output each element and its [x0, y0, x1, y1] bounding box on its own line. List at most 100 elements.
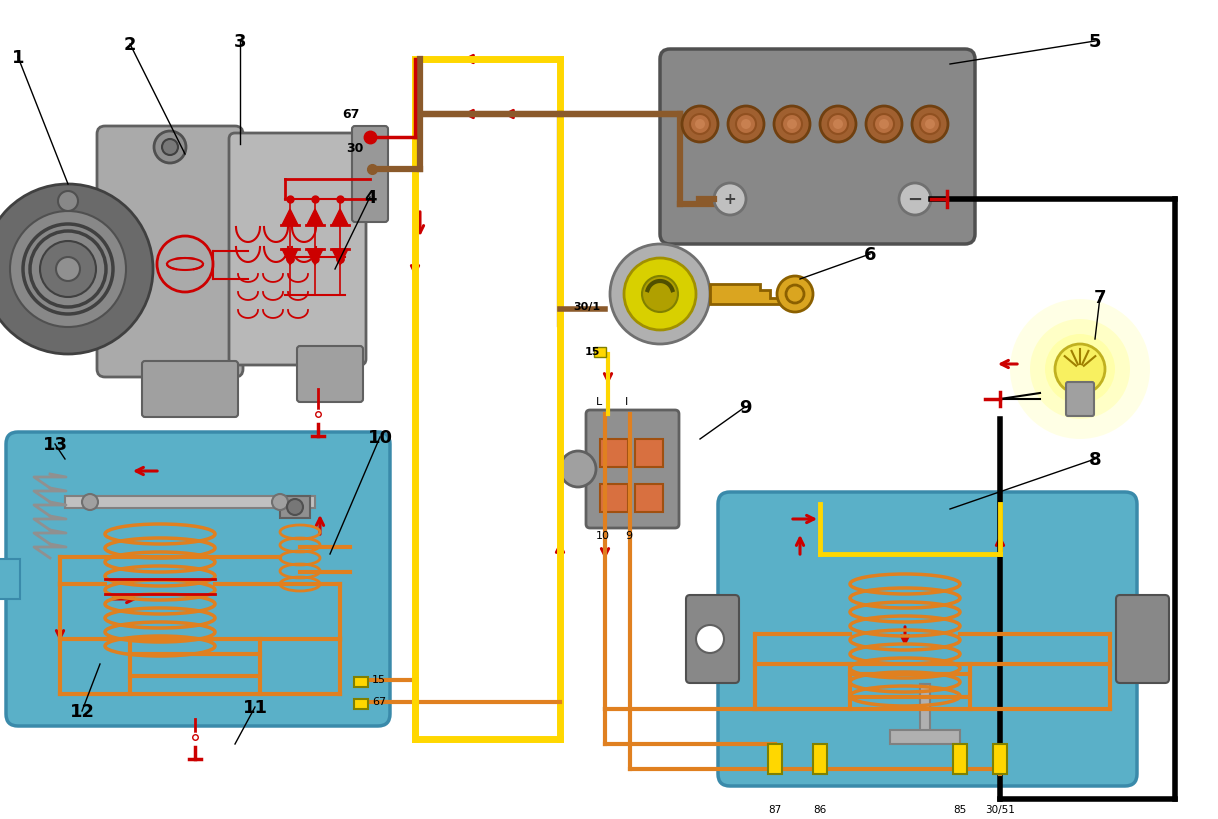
Circle shape [10, 212, 125, 328]
FancyBboxPatch shape [1066, 382, 1094, 417]
Text: 30/51: 30/51 [985, 804, 1015, 814]
Circle shape [40, 242, 96, 297]
Bar [600, 484, 628, 513]
Circle shape [777, 277, 812, 313]
Text: 9: 9 [739, 399, 752, 417]
Circle shape [272, 495, 287, 510]
Circle shape [782, 115, 801, 135]
Text: L: L [596, 396, 602, 406]
Circle shape [695, 625, 723, 654]
Circle shape [56, 258, 80, 282]
Text: 13: 13 [43, 436, 67, 454]
FancyBboxPatch shape [717, 492, 1136, 786]
Bar [280, 496, 311, 518]
Bar [0, 559, 19, 600]
Circle shape [1010, 300, 1150, 440]
FancyBboxPatch shape [660, 50, 974, 245]
FancyBboxPatch shape [586, 410, 678, 528]
Text: 8: 8 [1089, 450, 1101, 468]
Text: +: + [723, 192, 737, 207]
Circle shape [833, 120, 843, 130]
Text: −: − [907, 191, 922, 209]
Text: 10: 10 [368, 428, 392, 446]
Circle shape [691, 115, 710, 135]
FancyBboxPatch shape [1116, 595, 1169, 683]
Bar [890, 730, 960, 744]
Circle shape [1030, 319, 1130, 419]
Circle shape [58, 192, 78, 212]
Text: 30: 30 [347, 142, 364, 155]
Circle shape [82, 495, 97, 510]
Text: 87: 87 [769, 804, 782, 814]
Text: 12: 12 [69, 702, 95, 720]
Circle shape [682, 106, 717, 143]
Text: 67: 67 [342, 108, 361, 121]
Polygon shape [307, 250, 323, 265]
Text: 9: 9 [625, 531, 632, 541]
Circle shape [866, 106, 903, 143]
Bar [769, 744, 782, 774]
Bar [993, 744, 1007, 774]
Circle shape [642, 277, 678, 313]
Text: 6: 6 [864, 246, 876, 264]
Circle shape [912, 106, 948, 143]
Circle shape [695, 120, 705, 130]
Circle shape [828, 115, 848, 135]
Polygon shape [283, 250, 298, 265]
Bar [354, 677, 368, 687]
Bar [952, 744, 967, 774]
Circle shape [736, 115, 756, 135]
Text: 30/1: 30/1 [572, 301, 600, 311]
Circle shape [741, 120, 752, 130]
Text: 4: 4 [364, 188, 376, 206]
Circle shape [162, 140, 178, 156]
Bar [354, 699, 368, 709]
Circle shape [924, 120, 935, 130]
Polygon shape [283, 210, 298, 226]
Bar [635, 484, 663, 513]
Text: 7: 7 [1094, 288, 1106, 306]
Bar [594, 347, 607, 358]
Circle shape [787, 120, 797, 130]
Polygon shape [307, 210, 323, 226]
Circle shape [0, 185, 153, 355]
Polygon shape [333, 250, 348, 265]
Text: 5: 5 [1089, 33, 1101, 51]
Text: 11: 11 [242, 698, 268, 716]
Circle shape [899, 183, 931, 215]
FancyBboxPatch shape [229, 133, 365, 365]
Circle shape [920, 115, 940, 135]
Bar [635, 440, 663, 468]
FancyBboxPatch shape [297, 346, 363, 402]
Text: 85: 85 [954, 804, 967, 814]
Bar [600, 440, 628, 468]
Bar [65, 496, 315, 509]
Circle shape [728, 106, 764, 143]
Text: 15: 15 [371, 674, 386, 684]
Circle shape [610, 245, 710, 345]
Text: 67: 67 [371, 696, 386, 706]
Circle shape [624, 259, 695, 331]
Text: 3: 3 [234, 33, 246, 51]
FancyBboxPatch shape [352, 127, 389, 223]
Circle shape [820, 106, 856, 143]
Polygon shape [333, 210, 348, 226]
Circle shape [714, 183, 745, 215]
Circle shape [879, 120, 889, 130]
FancyBboxPatch shape [686, 595, 739, 683]
Circle shape [875, 115, 894, 135]
FancyBboxPatch shape [6, 432, 390, 726]
Circle shape [1055, 345, 1105, 395]
Bar [920, 684, 931, 744]
Circle shape [153, 132, 186, 164]
Circle shape [1045, 335, 1114, 405]
Bar [812, 744, 827, 774]
Polygon shape [710, 285, 780, 305]
Text: 15: 15 [585, 346, 600, 356]
FancyBboxPatch shape [143, 361, 238, 418]
Text: 1: 1 [12, 49, 24, 67]
Text: I: I [625, 396, 628, 406]
Circle shape [287, 500, 303, 515]
Text: 2: 2 [124, 36, 136, 54]
Circle shape [560, 451, 596, 487]
